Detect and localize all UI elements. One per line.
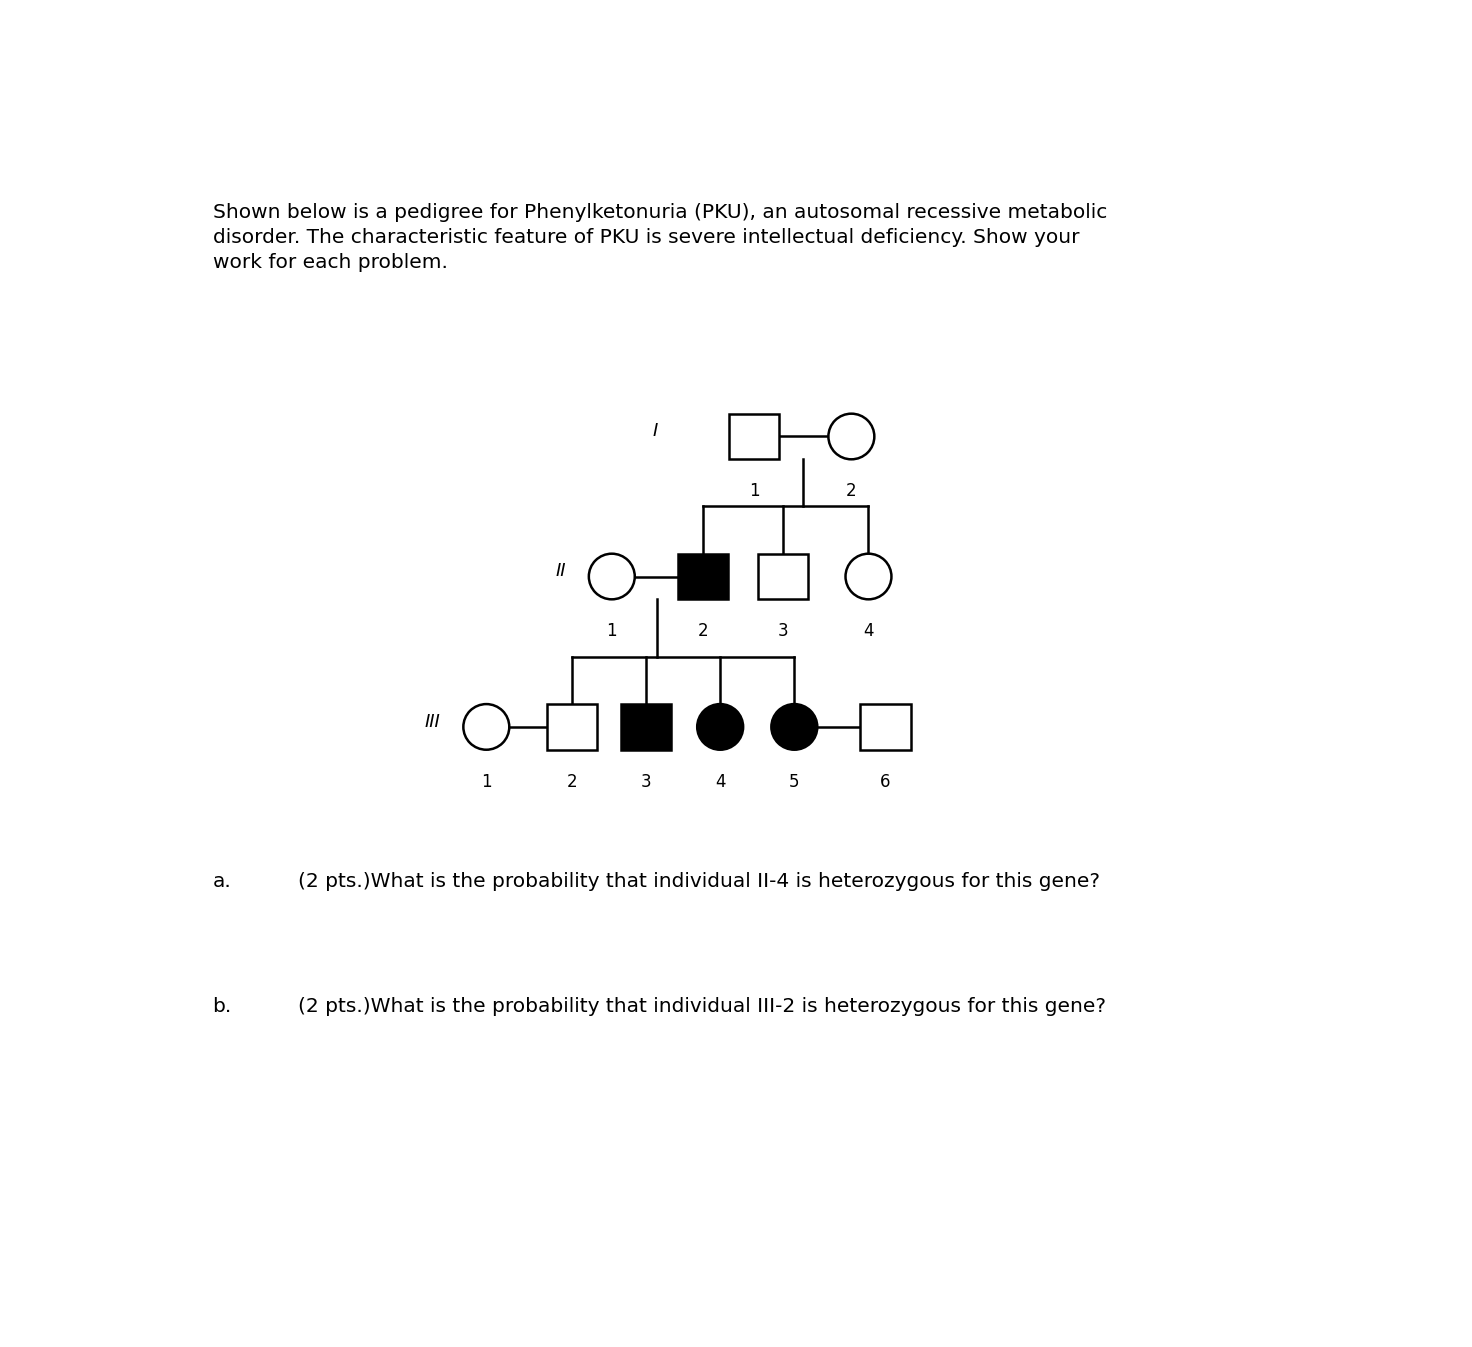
Text: III: III	[425, 713, 440, 730]
Text: II: II	[555, 562, 567, 581]
Text: 1: 1	[481, 773, 492, 791]
Bar	[679, 554, 729, 599]
Text: I: I	[652, 423, 658, 440]
Text: 3: 3	[640, 773, 651, 791]
Text: 6: 6	[880, 773, 891, 791]
Text: 1: 1	[606, 622, 617, 640]
Ellipse shape	[829, 414, 874, 459]
Text: b.: b.	[212, 997, 231, 1016]
Ellipse shape	[771, 704, 817, 750]
Ellipse shape	[698, 704, 743, 750]
Bar	[546, 704, 598, 750]
Text: 2: 2	[698, 622, 708, 640]
Text: 2: 2	[567, 773, 577, 791]
Text: 2: 2	[846, 482, 857, 500]
Text: a.: a.	[212, 872, 231, 892]
Bar	[758, 554, 808, 599]
Text: 3: 3	[777, 622, 788, 640]
Ellipse shape	[845, 554, 892, 599]
Text: (2 pts.)What is the probability that individual II-4 is heterozygous for this ge: (2 pts.)What is the probability that ind…	[297, 872, 1100, 892]
Text: 5: 5	[789, 773, 799, 791]
Bar	[861, 704, 911, 750]
Text: 1: 1	[749, 482, 760, 500]
Text: (2 pts.)What is the probability that individual III-2 is heterozygous for this g: (2 pts.)What is the probability that ind…	[297, 997, 1105, 1016]
Bar	[621, 704, 671, 750]
Text: 4: 4	[863, 622, 874, 640]
Text: 4: 4	[715, 773, 726, 791]
Bar	[729, 414, 780, 459]
Ellipse shape	[464, 704, 509, 750]
Ellipse shape	[589, 554, 634, 599]
Text: Shown below is a pedigree for Phenylketonuria (PKU), an autosomal recessive meta: Shown below is a pedigree for Phenylketo…	[212, 203, 1107, 272]
